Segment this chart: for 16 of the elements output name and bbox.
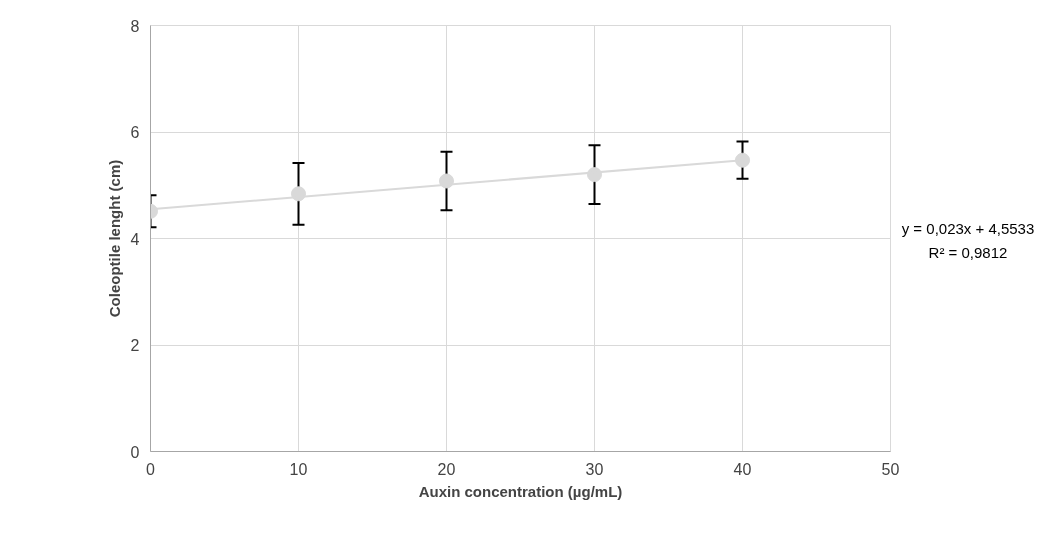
y-tick-label: 2	[130, 337, 140, 354]
y-axis-title: Coleoptile lenght (cm)	[105, 159, 123, 318]
y-tick-label: 0	[130, 443, 140, 461]
text: y = 0,023x + 4,5533	[901, 220, 1035, 237]
x-tick-label: 50	[881, 460, 900, 478]
x-tick-label: 30	[585, 460, 604, 478]
x-axis-title: Auxin concentration (µg/mL)	[418, 482, 623, 500]
point	[735, 152, 750, 168]
y-tick-label: 6	[130, 124, 140, 141]
x-tick-label: 40	[733, 460, 752, 478]
y-tick-label: 8	[130, 17, 140, 35]
x-tick-label: 20	[437, 460, 456, 478]
text: R² = 0,9812	[928, 244, 1008, 261]
x-tick-label: 10	[289, 460, 308, 478]
y-tick-label: 4	[130, 230, 140, 248]
x-tick-label: 0	[146, 460, 156, 478]
